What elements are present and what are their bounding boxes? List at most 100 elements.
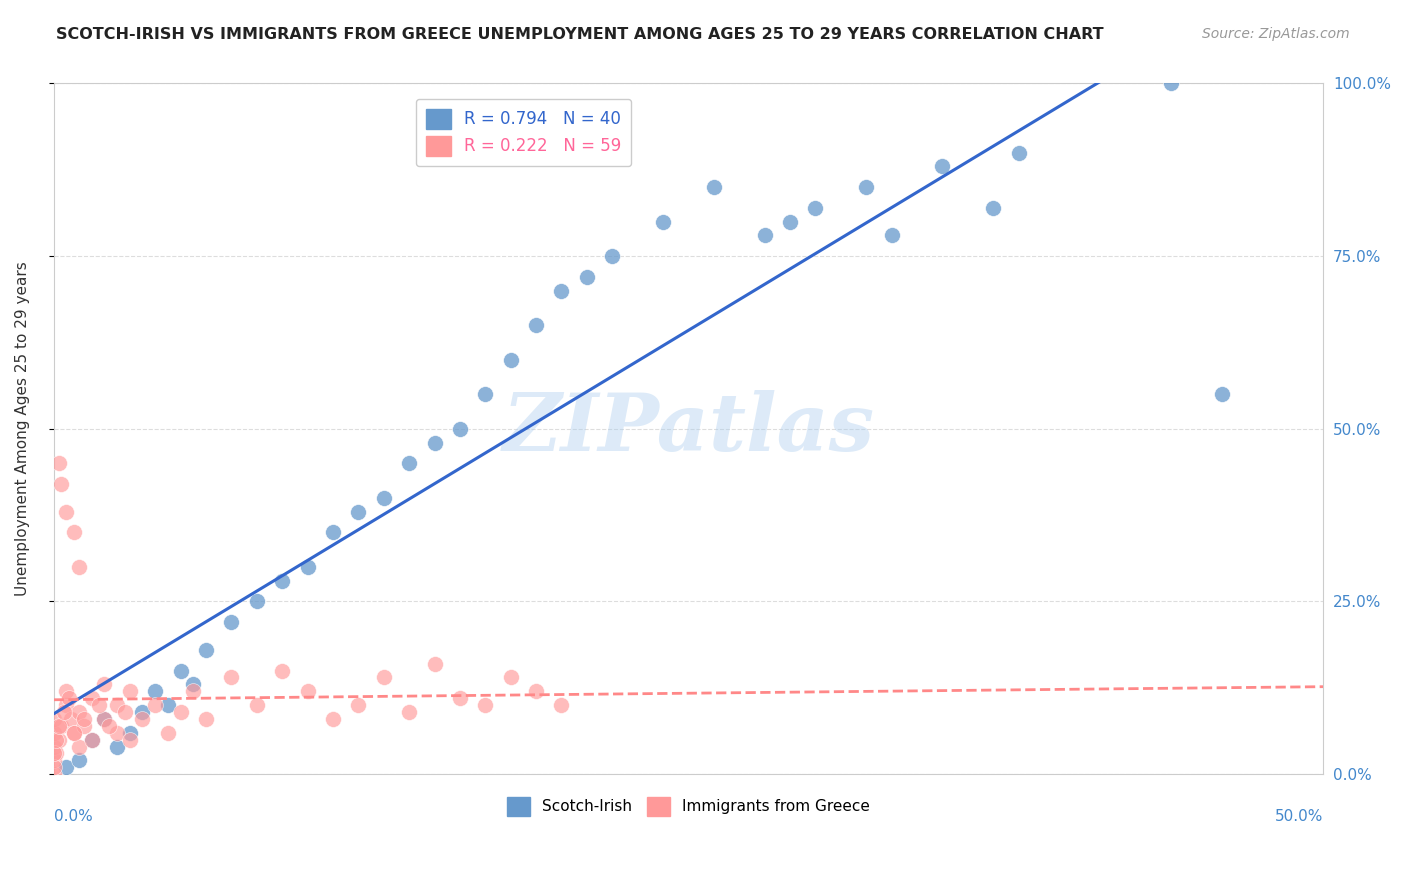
- Point: [449, 422, 471, 436]
- Point: [499, 352, 522, 367]
- Point: [181, 684, 204, 698]
- Point: [63, 725, 86, 739]
- Point: [194, 642, 217, 657]
- Point: [51, 719, 73, 733]
- Point: [181, 677, 204, 691]
- Point: [98, 719, 121, 733]
- Point: [297, 560, 319, 574]
- Point: [105, 725, 128, 739]
- Point: [63, 525, 86, 540]
- Point: [423, 657, 446, 671]
- Point: [48, 456, 70, 470]
- Point: [550, 284, 572, 298]
- Point: [42, 747, 65, 761]
- Point: [271, 664, 294, 678]
- Point: [58, 691, 80, 706]
- Point: [931, 159, 953, 173]
- Point: [73, 712, 96, 726]
- Point: [221, 670, 243, 684]
- Point: [45, 747, 67, 761]
- Point: [48, 732, 70, 747]
- Point: [754, 228, 776, 243]
- Point: [80, 691, 103, 706]
- Point: [855, 180, 877, 194]
- Point: [194, 712, 217, 726]
- Point: [143, 684, 166, 698]
- Point: [981, 201, 1004, 215]
- Point: [89, 698, 111, 712]
- Point: [575, 269, 598, 284]
- Point: [67, 560, 90, 574]
- Point: [246, 594, 269, 608]
- Point: [118, 725, 141, 739]
- Text: 0.0%: 0.0%: [53, 809, 93, 823]
- Point: [52, 705, 75, 719]
- Point: [398, 705, 420, 719]
- Point: [42, 760, 65, 774]
- Point: [297, 684, 319, 698]
- Point: [779, 214, 801, 228]
- Point: [55, 505, 77, 519]
- Point: [169, 664, 191, 678]
- Point: [131, 712, 153, 726]
- Point: [474, 387, 496, 401]
- Point: [221, 615, 243, 630]
- Point: [1007, 145, 1029, 160]
- Point: [524, 684, 547, 698]
- Text: ZIPatlas: ZIPatlas: [502, 390, 875, 467]
- Point: [118, 684, 141, 698]
- Point: [652, 214, 675, 228]
- Text: SCOTCH-IRISH VS IMMIGRANTS FROM GREECE UNEMPLOYMENT AMONG AGES 25 TO 29 YEARS CO: SCOTCH-IRISH VS IMMIGRANTS FROM GREECE U…: [56, 27, 1104, 42]
- Point: [423, 435, 446, 450]
- Point: [93, 677, 115, 691]
- Point: [55, 684, 77, 698]
- Point: [398, 456, 420, 470]
- Point: [156, 725, 179, 739]
- Point: [474, 698, 496, 712]
- Point: [449, 691, 471, 706]
- Point: [67, 739, 90, 754]
- Point: [880, 228, 903, 243]
- Point: [42, 753, 65, 767]
- Point: [51, 477, 73, 491]
- Y-axis label: Unemployment Among Ages 25 to 29 years: Unemployment Among Ages 25 to 29 years: [15, 261, 30, 596]
- Point: [67, 705, 90, 719]
- Point: [42, 739, 65, 754]
- Point: [524, 318, 547, 333]
- Point: [55, 760, 77, 774]
- Point: [73, 719, 96, 733]
- Point: [169, 705, 191, 719]
- Point: [131, 705, 153, 719]
- Text: Source: ZipAtlas.com: Source: ZipAtlas.com: [1202, 27, 1350, 41]
- Point: [1160, 77, 1182, 91]
- Text: 50.0%: 50.0%: [1275, 809, 1323, 823]
- Point: [93, 712, 115, 726]
- Legend: Scotch-Irish, Immigrants from Greece: Scotch-Irish, Immigrants from Greece: [501, 791, 876, 822]
- Point: [271, 574, 294, 588]
- Point: [93, 712, 115, 726]
- Point: [550, 698, 572, 712]
- Point: [347, 505, 370, 519]
- Point: [63, 725, 86, 739]
- Point: [499, 670, 522, 684]
- Point: [42, 712, 65, 726]
- Point: [804, 201, 827, 215]
- Point: [703, 180, 725, 194]
- Point: [67, 753, 90, 767]
- Point: [80, 732, 103, 747]
- Point: [105, 698, 128, 712]
- Point: [60, 712, 83, 726]
- Point: [322, 525, 344, 540]
- Point: [80, 732, 103, 747]
- Point: [42, 725, 65, 739]
- Point: [322, 712, 344, 726]
- Point: [118, 732, 141, 747]
- Point: [373, 670, 395, 684]
- Point: [105, 739, 128, 754]
- Point: [114, 705, 136, 719]
- Point: [55, 698, 77, 712]
- Point: [143, 698, 166, 712]
- Point: [42, 767, 65, 781]
- Point: [373, 491, 395, 505]
- Point: [246, 698, 269, 712]
